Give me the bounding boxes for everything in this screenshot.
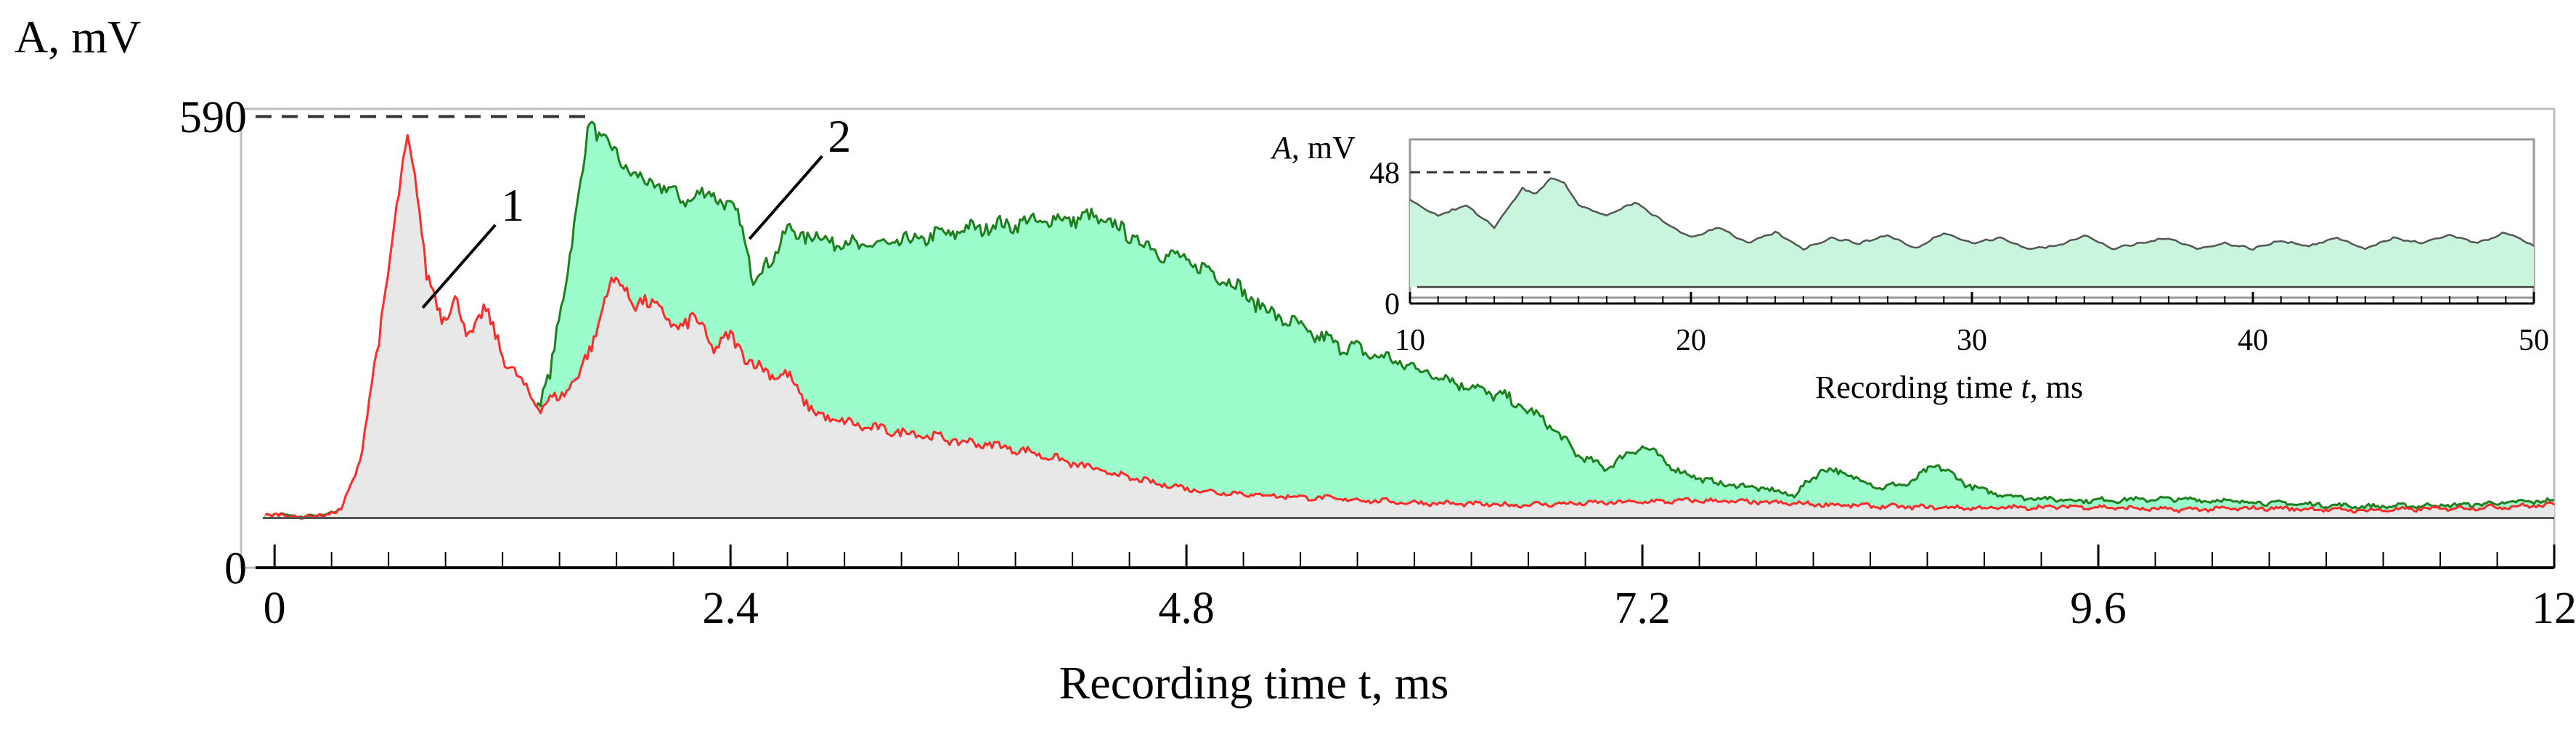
series-annotation-label: 1 (501, 179, 524, 231)
series-2-area (265, 121, 2555, 519)
inset-y-axis-label: A, mV (1270, 130, 1356, 166)
x-tick-label: 2.4 (702, 584, 759, 633)
x-tick-label: 30 (1957, 324, 1987, 357)
series-1-area (265, 135, 2555, 519)
y-tick-label: 48 (1369, 157, 1400, 190)
x-tick-label: 20 (1676, 324, 1706, 357)
x-tick-label: 10 (1395, 324, 1425, 357)
series-2-line (264, 121, 2555, 520)
x-tick-label: 12 (2532, 584, 2576, 633)
annotation-leader-line (421, 224, 497, 309)
series-annotation-label: 2 (828, 110, 851, 162)
x-tick-label: 4.8 (1158, 584, 1215, 633)
series-2-area (1410, 178, 2534, 288)
y-tick-label: 0 (1385, 288, 1400, 322)
x-tick-label: 50 (2519, 324, 2549, 357)
series-2-line (1409, 177, 2535, 251)
inset-x-axis-label: Recording time t, ms (1815, 370, 2083, 405)
y-tick-label: 0 (224, 545, 247, 594)
main-x-axis-label: Recording time t, ms (1059, 657, 1449, 709)
main-y-axis-label: A, mV (15, 11, 141, 62)
y-tick-label: 590 (179, 93, 247, 142)
x-tick-label: 40 (2238, 324, 2268, 357)
inset-plot: 10 20 30 40 50 0 48 (1369, 157, 2549, 357)
annotation-leader-line (748, 155, 823, 240)
x-tick-label: 9.6 (2070, 584, 2127, 633)
x-tick-label: 7.2 (1614, 584, 1671, 633)
series-1-line (264, 134, 2556, 521)
x-tick-label: 0 (264, 584, 286, 633)
